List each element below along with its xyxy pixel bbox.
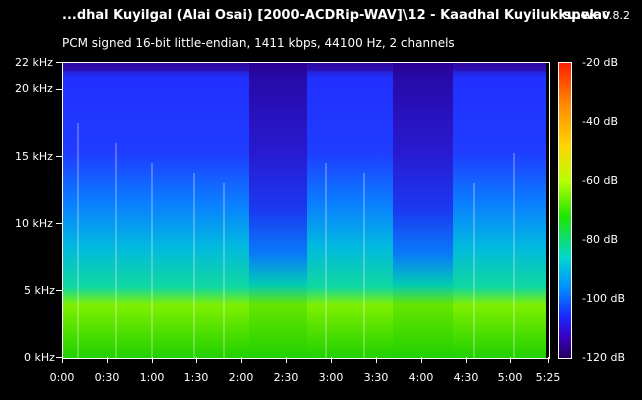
time-label-0-30: 0:30	[94, 371, 120, 384]
time-tick	[466, 357, 467, 363]
time-tick	[510, 357, 511, 363]
time-label-2-00: 2:00	[228, 371, 254, 384]
freq-tick	[56, 89, 62, 90]
freq-label-5khz: 5 kHz	[24, 284, 55, 297]
freq-label-0khz: 0 kHz	[24, 351, 55, 364]
db-label-minus-20: -20 dB	[582, 56, 618, 69]
time-label-1-30: 1:30	[183, 371, 209, 384]
time-label-4-00: 4:00	[408, 371, 434, 384]
db-color-scale	[558, 62, 572, 359]
freq-tick	[56, 290, 62, 291]
freq-label-22khz: 22 kHz	[15, 56, 53, 69]
spectrogram-image	[63, 63, 549, 358]
time-label-1-00: 1:00	[139, 371, 165, 384]
time-tick	[421, 357, 422, 363]
db-label-minus-100: -100 dB	[582, 292, 625, 305]
time-tick	[376, 357, 377, 363]
time-tick	[107, 357, 108, 363]
time-tick	[196, 357, 197, 363]
stream-info: PCM signed 16-bit little-endian, 1411 kb…	[62, 36, 455, 50]
app-version: 0.8.2	[602, 9, 630, 22]
db-label-minus-40: -40 dB	[582, 115, 618, 128]
time-label-4-30: 4:30	[453, 371, 479, 384]
freq-label-20khz: 20 kHz	[15, 82, 53, 95]
time-label-3-30: 3:30	[363, 371, 389, 384]
app-badge: spek 0.8.2	[563, 8, 630, 23]
freq-tick	[56, 156, 62, 157]
spectrogram-plot[interactable]	[62, 62, 550, 359]
time-label-3-00: 3:00	[318, 371, 344, 384]
time-label-2-30: 2:30	[273, 371, 299, 384]
time-tick	[331, 357, 332, 363]
time-tick	[548, 357, 549, 363]
time-tick	[152, 357, 153, 363]
freq-tick	[56, 62, 62, 63]
db-label-minus-80: -80 dB	[582, 233, 618, 246]
db-label-minus-60: -60 dB	[582, 174, 618, 187]
time-label-5-00: 5:00	[497, 371, 523, 384]
db-label-minus-120: -120 dB	[582, 351, 625, 364]
freq-tick	[56, 223, 62, 224]
time-tick	[241, 357, 242, 363]
time-tick	[286, 357, 287, 363]
time-label-0-00: 0:00	[49, 371, 75, 384]
freq-label-10khz: 10 kHz	[15, 217, 53, 230]
file-title: ...dhal Kuyilgal (Alai Osai) [2000-ACDRi…	[62, 8, 611, 23]
time-label-5-25: 5:25	[535, 371, 561, 384]
time-tick	[62, 357, 63, 363]
freq-tick	[56, 357, 62, 358]
freq-label-15khz: 15 kHz	[15, 150, 53, 163]
app-name: spek	[563, 8, 598, 23]
